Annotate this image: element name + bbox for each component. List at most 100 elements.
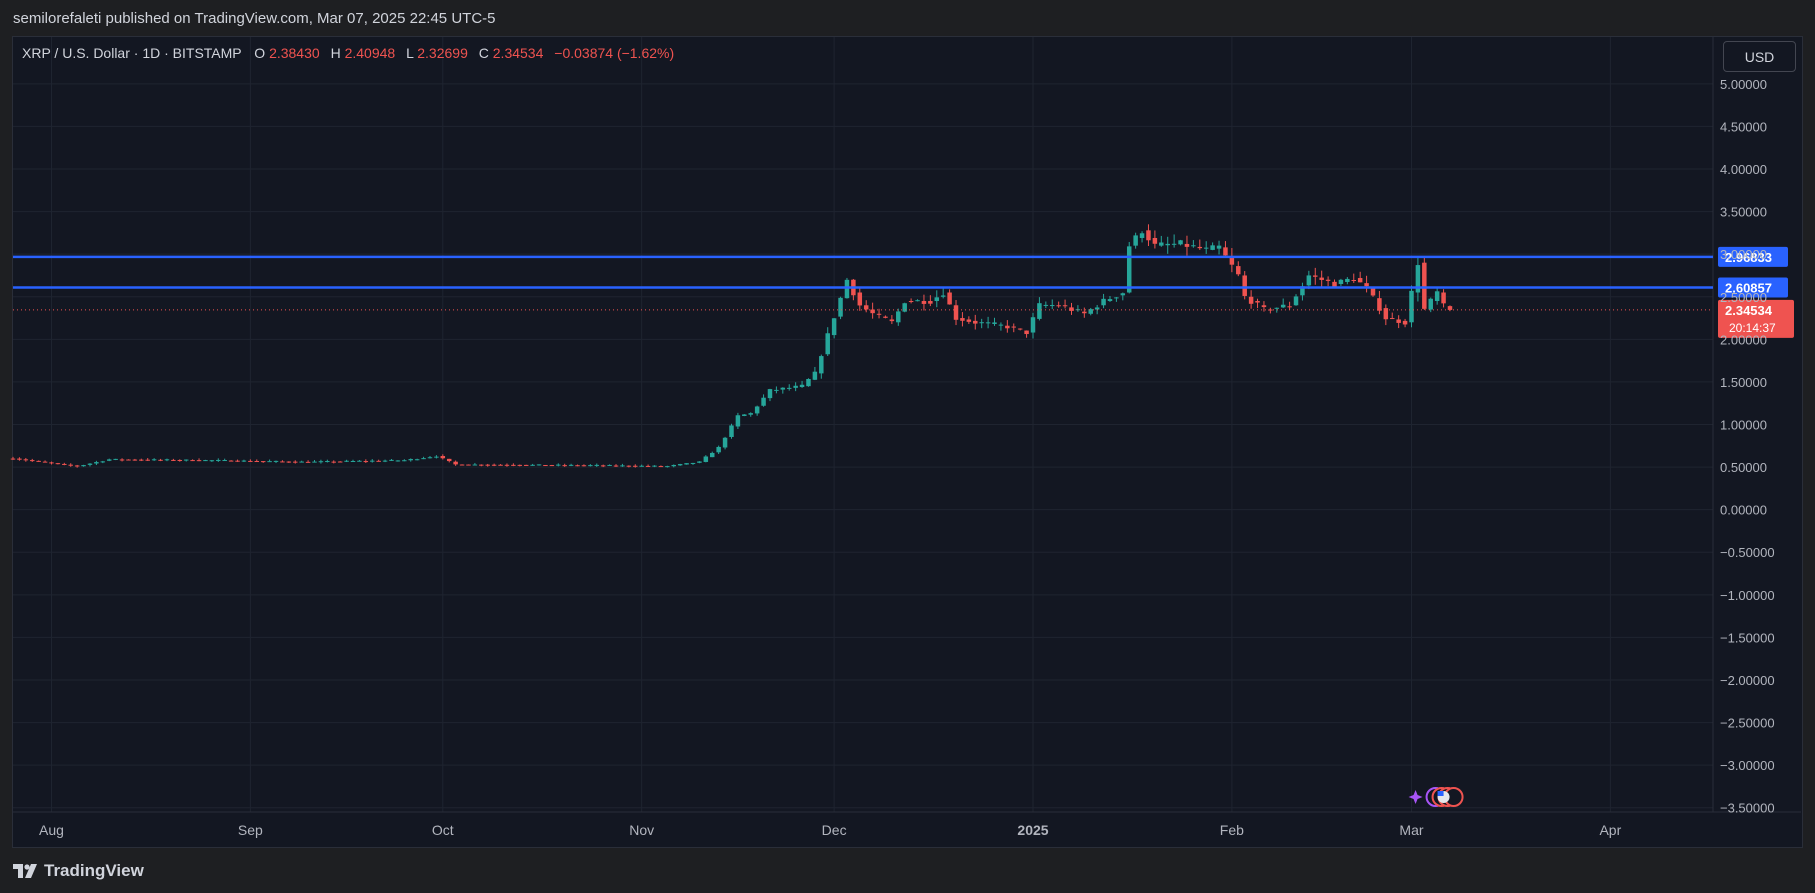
- candle: [1210, 242, 1215, 251]
- candle: [1415, 256, 1421, 302]
- candle: [145, 458, 150, 461]
- candle: [1306, 270, 1312, 290]
- candle: [1056, 301, 1061, 308]
- price-tick-label: 4.50000: [1720, 119, 1767, 134]
- legend-close-label: C: [479, 45, 489, 61]
- time-tick-label: Dec: [822, 822, 847, 838]
- candle: [241, 459, 247, 463]
- bar-countdown: 20:14:37: [1729, 321, 1776, 335]
- candle: [1351, 273, 1356, 283]
- candle: [472, 462, 478, 466]
- candle: [1242, 271, 1247, 300]
- candle: [825, 327, 830, 356]
- candle: [767, 388, 773, 402]
- candle: [594, 463, 600, 467]
- candle: [1280, 298, 1286, 309]
- candle: [1293, 294, 1299, 306]
- legend-high-label: H: [331, 45, 341, 61]
- candle: [49, 461, 54, 465]
- candle: [190, 459, 195, 462]
- candle: [902, 302, 907, 313]
- candle: [1171, 234, 1177, 248]
- grid-lines: [13, 37, 1801, 813]
- legend-close: 2.34534: [493, 45, 544, 61]
- candle: [1396, 315, 1401, 329]
- time-tick-label: Sep: [238, 822, 263, 838]
- candle: [652, 465, 657, 468]
- candle: [235, 459, 240, 462]
- candle: [928, 295, 933, 307]
- legend-open-label: O: [254, 45, 265, 61]
- price-tick-label: 3.00000: [1720, 247, 1767, 262]
- candle: [742, 414, 747, 417]
- candle: [536, 464, 542, 466]
- candle: [973, 314, 978, 330]
- candle: [729, 423, 734, 439]
- legend-symbol: XRP / U.S. Dollar · 1D · BITSTAMP: [22, 45, 241, 61]
- time-tick-label: Nov: [629, 822, 654, 838]
- footer: TradingView: [0, 850, 1815, 893]
- currency-button[interactable]: USD: [1723, 41, 1796, 72]
- candle: [491, 463, 497, 467]
- candle: [568, 463, 574, 467]
- candle: [158, 458, 163, 462]
- candle: [793, 382, 798, 392]
- legend-low-label: L: [406, 45, 414, 61]
- tradingview-logo[interactable]: TradingView: [13, 861, 144, 881]
- candle: [921, 294, 927, 311]
- candle: [254, 459, 260, 463]
- candle: [556, 463, 561, 467]
- candle: [126, 459, 131, 461]
- candle: [1114, 296, 1119, 302]
- candle: [876, 308, 882, 319]
- price-tick-label: −1.00000: [1720, 588, 1775, 603]
- sparkle-icon[interactable]: [1408, 790, 1423, 804]
- candle: [511, 463, 516, 467]
- candle: [376, 459, 381, 462]
- candle: [960, 312, 965, 327]
- candle: [55, 462, 61, 465]
- candle: [1017, 328, 1023, 331]
- candle: [517, 464, 523, 467]
- candle: [966, 316, 972, 324]
- candle: [318, 459, 324, 464]
- candle: [620, 463, 625, 467]
- price-tick-label: 1.50000: [1720, 375, 1767, 390]
- candle: [1075, 305, 1081, 312]
- price-tick-label: −0.50000: [1720, 545, 1775, 560]
- candle: [716, 445, 721, 455]
- candle: [1345, 277, 1350, 285]
- last-price-label: 2.34534: [1725, 303, 1773, 318]
- price-tick-label: −3.50000: [1720, 801, 1775, 816]
- candle: [36, 460, 41, 462]
- candle: [132, 458, 138, 461]
- candle: [889, 315, 895, 325]
- candle: [530, 463, 535, 466]
- candle: [370, 459, 375, 463]
- candle: [1139, 231, 1145, 243]
- time-tick-label: Feb: [1220, 822, 1244, 838]
- candle: [68, 463, 73, 467]
- price-axis: 5.00000 4.50000 4.00000 3.50000 3.00000 2.500…: [1720, 77, 1775, 816]
- candle: [1062, 299, 1068, 309]
- candle: [1229, 248, 1235, 273]
- candle: [1300, 282, 1305, 301]
- candle: [1178, 239, 1183, 246]
- legend-low: 2.32699: [417, 45, 468, 61]
- candle: [1364, 275, 1369, 293]
- chart-frame[interactable]: [12, 36, 1803, 848]
- candle: [382, 459, 388, 463]
- time-tick-label: Apr: [1599, 822, 1621, 838]
- candle: [357, 460, 362, 462]
- candle: [633, 464, 638, 468]
- candle: [1357, 271, 1363, 283]
- candle: [1338, 278, 1344, 286]
- price-tick-label: 2.00000: [1720, 332, 1767, 347]
- candle: [543, 465, 548, 467]
- price-tick-label: 1.00000: [1720, 418, 1767, 433]
- candle: [402, 459, 407, 462]
- price-tick-label: −2.50000: [1720, 716, 1775, 731]
- candle: [562, 463, 567, 467]
- candle: [498, 464, 503, 466]
